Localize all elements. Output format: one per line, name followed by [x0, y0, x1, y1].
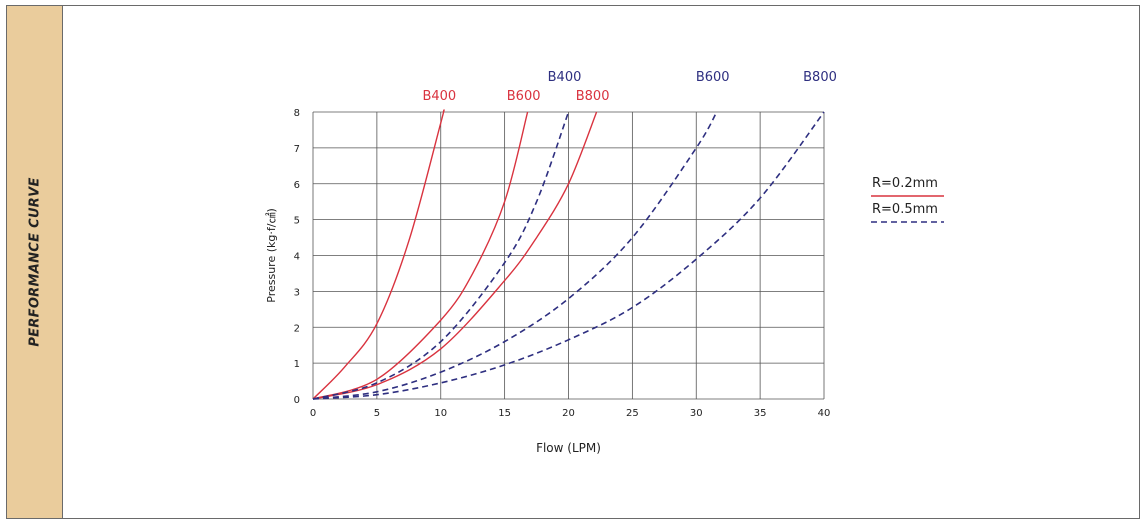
performance-panel: PERFORMANCE CURVE	[6, 5, 1140, 519]
y-tick-label: 8	[294, 108, 300, 119]
series-label: B400	[422, 89, 456, 104]
x-tick-label: 40	[818, 408, 831, 419]
series-line-b400-r05	[312, 111, 570, 400]
y-tick-label: 3	[294, 287, 300, 298]
series-line-b600-r05	[312, 111, 718, 400]
x-tick-label: 10	[434, 408, 447, 419]
y-tick-label: 5	[294, 216, 300, 227]
series-label: B600	[696, 70, 730, 85]
series-label: B400	[548, 70, 582, 85]
y-tick-label: 1	[294, 359, 300, 370]
y-tick-label: 6	[294, 180, 300, 191]
y-tick-label: 4	[294, 252, 300, 263]
x-tick-label: 35	[754, 408, 767, 419]
x-axis-title: Flow (LPM)	[536, 441, 601, 455]
y-tick-label: 7	[294, 144, 300, 155]
x-tick-label: 30	[690, 408, 703, 419]
series-label: B600	[507, 89, 541, 104]
series-line-b800-r05	[312, 111, 825, 400]
sidebar: PERFORMANCE CURVE	[7, 6, 63, 518]
y-tick-label: 2	[294, 323, 300, 334]
y-tick-label: 0	[294, 395, 300, 406]
series-label: B800	[576, 89, 610, 104]
series-line-b600-r02	[312, 111, 529, 400]
series-label: B800	[803, 70, 837, 85]
legend-label: R=0.2mm	[872, 176, 938, 191]
x-tick-label: 20	[562, 408, 575, 419]
legend-label: R=0.5mm	[872, 202, 938, 217]
x-tick-label: 25	[626, 408, 639, 419]
x-tick-label: 5	[374, 408, 380, 419]
x-tick-label: 15	[498, 408, 511, 419]
series-line-b400-r02	[312, 109, 445, 400]
y-axis-title: Pressure (kg·f/㎠)	[265, 208, 278, 302]
series-line-b800-r02	[312, 111, 598, 400]
x-tick-label: 0	[310, 408, 316, 419]
